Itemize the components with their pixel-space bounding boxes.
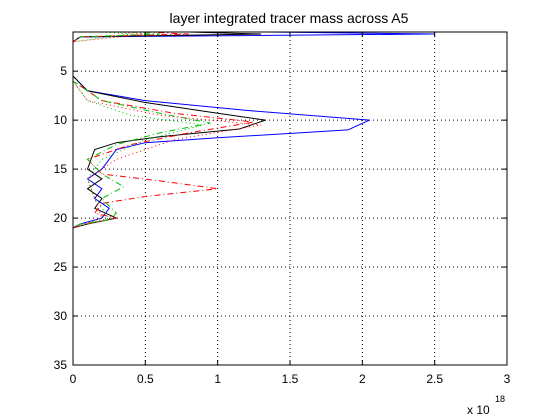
x-tick-label: 1 — [214, 372, 221, 386]
y-tick-label: 25 — [54, 260, 68, 274]
x-tick-label: 0.5 — [137, 372, 154, 386]
x-axis-multiplier-exponent: 18 — [495, 394, 505, 404]
y-tick-label: 5 — [60, 64, 67, 78]
chart-title: layer integrated tracer mass across A5 — [170, 10, 409, 26]
series-line-5 — [72, 31, 262, 229]
series-line-4 — [72, 31, 211, 229]
x-tick-label: 0 — [70, 372, 77, 386]
y-tick-label: 10 — [54, 113, 68, 127]
y-tick-label: 30 — [54, 309, 68, 323]
grid-lines — [73, 32, 507, 365]
y-tick-label: 15 — [54, 162, 68, 176]
x-tick-label: 3 — [504, 372, 511, 386]
x-tick-label: 2.5 — [426, 372, 443, 386]
x-axis-multiplier-label: x 10 — [467, 403, 490, 417]
y-tick-label: 20 — [54, 211, 68, 225]
series-line-3 — [72, 31, 254, 229]
y-tick-label: 35 — [54, 358, 68, 372]
x-tick-label: 2 — [359, 372, 366, 386]
x-tick-label: 1.5 — [282, 372, 299, 386]
